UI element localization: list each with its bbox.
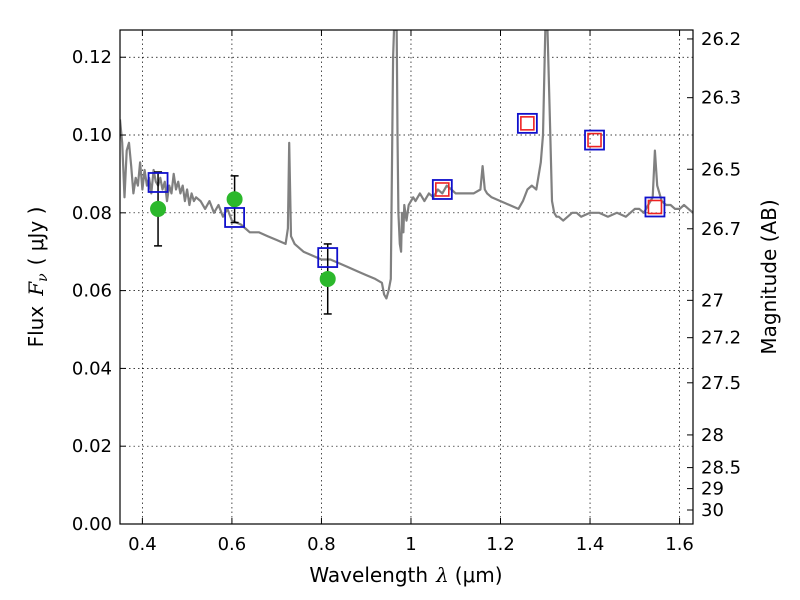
x-axis-unit: (μm): [455, 563, 503, 587]
y2-tick-label: 27.2: [701, 328, 741, 349]
model-square-inner: [520, 116, 535, 131]
observed-point: [319, 270, 336, 287]
x-tick-label: 1.4: [576, 534, 605, 555]
plot-frame: [119, 29, 694, 525]
spectrum-line: [120, 30, 693, 300]
model-square-inner: [647, 199, 663, 215]
y2-tick-label: 27.5: [701, 373, 741, 394]
spectrum-layer: [120, 30, 693, 300]
model-square: [147, 172, 169, 193]
y2-tick-label: 26.3: [701, 88, 741, 109]
y-tick-label: 0.08: [72, 203, 112, 224]
x-tick-label: 0.8: [307, 534, 336, 555]
y-tick-label: 0.02: [72, 436, 112, 457]
model-square: [224, 207, 246, 228]
y2-tick-label: 28: [701, 425, 724, 446]
y-axis-symbol-sub: ν: [35, 273, 51, 282]
y2-tick-label: 26.2: [701, 29, 741, 50]
x-axis-title: Wavelength λ (μm): [309, 563, 502, 587]
x-tick-label: 0.6: [218, 534, 247, 555]
grid: [120, 30, 693, 525]
y-tick-label: 0.10: [72, 125, 112, 146]
x-tick-label: 1.6: [665, 534, 694, 555]
y-axis-unit: ( μJy ): [24, 207, 48, 266]
y2-tick-label: 26.7: [701, 219, 741, 240]
y-tick-label: 0.04: [72, 358, 112, 379]
y2-tick-label: 29: [701, 479, 724, 500]
x-axis-label: Wavelength: [309, 563, 428, 587]
x-tick-label: 1.2: [486, 534, 515, 555]
model-square: [584, 129, 605, 151]
x-tick-label: 1: [405, 534, 416, 555]
y-tick-label: 0.00: [72, 514, 112, 535]
y2-tick-label: 26.5: [701, 159, 741, 180]
y-tick-label: 0.12: [72, 47, 112, 68]
model-square: [431, 179, 453, 200]
observed-point: [150, 200, 167, 217]
x-tick-label: 0.4: [128, 534, 157, 555]
model-square: [644, 196, 666, 218]
y2-tick-label: 30: [701, 500, 724, 521]
y2-tick-label: 27: [701, 290, 724, 311]
x-axis-symbol: λ: [435, 563, 449, 587]
observed-point: [226, 191, 243, 208]
photometry-layer: [147, 112, 666, 315]
y-axis-label: Flux: [24, 306, 48, 348]
model-square-inner: [435, 182, 450, 197]
y2-tick-label: 28.5: [701, 458, 741, 479]
model-square-inner: [587, 132, 602, 148]
y-axis-symbol: F: [24, 281, 48, 297]
axis-ticks: 0.4 0.6 0.8 1 1.2 1.4 1.6 0.00 0.02 0.04 0.06 0.08 0…: [72, 29, 741, 555]
model-square: [317, 247, 339, 268]
y-tick-label: 0.06: [72, 281, 112, 302]
y2-axis-title: Magnitude (AB): [757, 199, 781, 354]
model-square: [516, 112, 538, 134]
y-axis-title: Flux Fν ( μJy ): [24, 207, 51, 348]
